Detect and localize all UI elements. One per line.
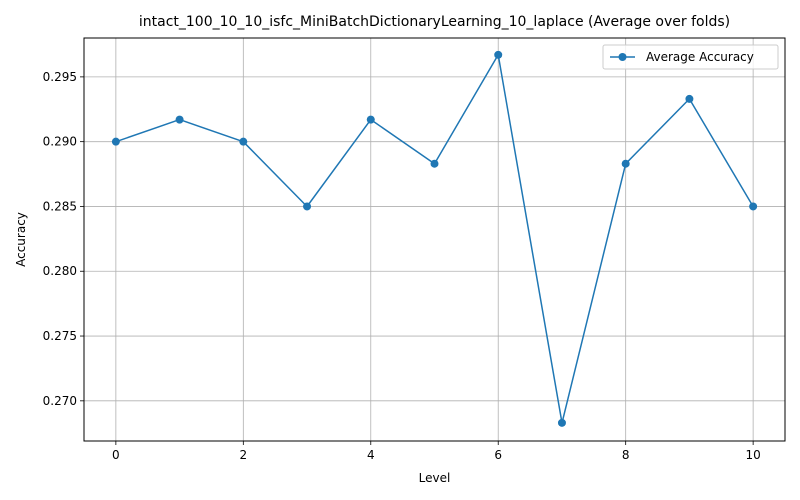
plot-frame [83, 37, 786, 442]
legend: Average Accuracy [602, 44, 779, 70]
data-point [685, 94, 694, 103]
data-point [111, 137, 120, 146]
grid [84, 38, 785, 441]
chart-title: intact_100_10_10_isfc_MiniBatchDictionar… [139, 14, 730, 30]
legend-marker [618, 53, 627, 61]
y-tick-label: 0.270 [43, 394, 77, 408]
x-tick-label: 4 [367, 448, 375, 462]
data-point [494, 50, 503, 59]
y-tick-label: 0.280 [43, 264, 77, 278]
data-point [621, 159, 630, 168]
legend-box [602, 44, 779, 70]
x-tick-label: 6 [494, 448, 502, 462]
x-axis-label: Level [419, 471, 451, 485]
y-tick-label: 0.295 [43, 70, 77, 84]
data-point [430, 159, 439, 168]
data-point [175, 115, 184, 124]
y-tick-label: 0.275 [43, 329, 77, 343]
data-point [303, 202, 312, 211]
x-tick-label: 2 [239, 448, 247, 462]
y-tick-label: 0.290 [43, 135, 77, 149]
y-tick-label: 0.285 [43, 199, 77, 213]
data-point [366, 115, 375, 124]
ticks: 0 2 4 6 8 10 0.270 0.275 0.280 0.285 0.290 0.295 [43, 70, 761, 462]
x-tick-label: 8 [622, 448, 630, 462]
legend-label: Average Accuracy [646, 50, 754, 64]
x-tick-label: 10 [745, 448, 760, 462]
y-axis-label: Accuracy [14, 212, 28, 267]
data-point [557, 418, 566, 427]
data-point [239, 137, 248, 146]
x-tick-label: 0 [112, 448, 120, 462]
series-layer [111, 50, 758, 427]
data-point [749, 202, 758, 211]
